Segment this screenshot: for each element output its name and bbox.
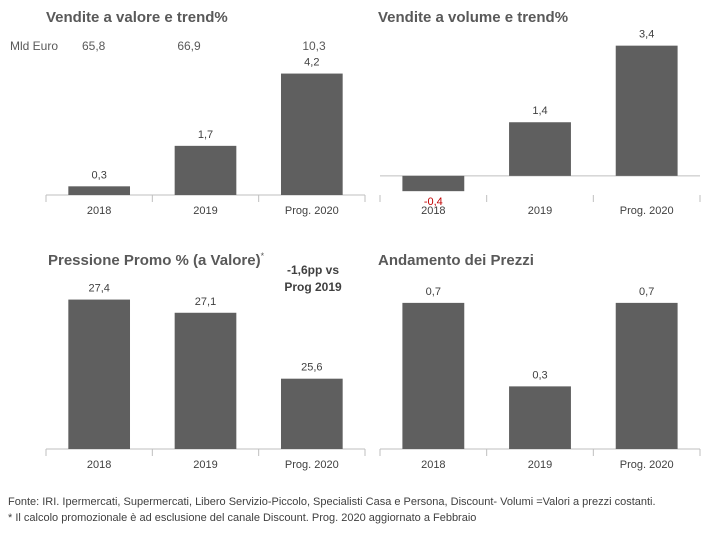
chart-prezzi-bar <box>615 302 678 449</box>
chart-valore-title: Vendite a valore e trend% <box>46 9 228 26</box>
chart-promo-title: Pressione Promo % (a Valore)* <box>48 251 265 269</box>
chart-valore-bar <box>68 186 131 195</box>
footnote-source: Fonte: IRI. Ipermercati, Supermercati, L… <box>8 496 656 508</box>
chart-promo-title-sup: * <box>261 251 265 261</box>
chart-promo-category-label: 2019 <box>193 459 217 471</box>
chart-volume-bar <box>402 175 465 192</box>
chart-valore-unit-label: Mld Euro <box>10 39 58 53</box>
chart-prezzi-plot: 0,7 2018 0,3 2019 0,7 Prog. 2020 <box>379 286 701 471</box>
chart-prezzi-category-label: 2018 <box>421 459 445 471</box>
chart-volume-title: Vendite a volume e trend% <box>378 9 568 26</box>
chart-prezzi-title: Andamento dei Prezzi <box>378 252 534 269</box>
chart-promo-title-text: Pressione Promo % (a Valore) <box>48 252 261 269</box>
footnote-promo: * Il calcolo promozionale è ad esclusion… <box>8 512 477 524</box>
chart-valore-bar <box>174 145 237 195</box>
chart-volume-category-label: 2019 <box>528 205 552 217</box>
chart-valore-category-label: 2019 <box>193 205 217 217</box>
chart-promo: Pressione Promo % (a Valore)* -1,6pp vs … <box>45 251 366 471</box>
chart-promo-bar <box>68 299 131 449</box>
chart-prezzi: Andamento dei Prezzi 0,7 2018 0,3 2019 0,7 Pr… <box>378 252 701 471</box>
chart-volume-category-label: Prog. 2020 <box>620 205 674 217</box>
chart-valore-annotation-2018: 65,8 <box>82 39 106 53</box>
chart-valore-category-label: 2018 <box>87 205 111 217</box>
chart-promo-value-label: 27,1 <box>195 296 216 308</box>
chart-promo-bar <box>174 312 237 449</box>
chart-promo-note-line-1: -1,6pp vs <box>287 263 339 277</box>
chart-valore-annotation-2020: 10,3 <box>302 39 326 53</box>
chart-valore: Vendite a valore e trend% Mld Euro 65,8 … <box>10 9 366 217</box>
chart-promo-note-line-2: Prog 2019 <box>284 280 342 294</box>
chart-prezzi-value-label: 0,3 <box>532 369 547 381</box>
chart-volume-category-label: 2018 <box>421 205 445 217</box>
chart-prezzi-value-label: 0,7 <box>639 286 654 298</box>
chart-prezzi-bar <box>402 302 465 449</box>
chart-prezzi-category-label: 2019 <box>528 459 552 471</box>
chart-promo-value-label: 25,6 <box>301 362 322 374</box>
chart-valore-bar <box>280 73 343 195</box>
chart-valore-value-label: 4,2 <box>304 57 319 69</box>
chart-volume-value-label: 1,4 <box>532 105 547 117</box>
chart-volume-value-label: 3,4 <box>639 29 654 41</box>
chart-valore-annotation-2019: 66,9 <box>177 39 201 53</box>
chart-volume-bar <box>615 45 678 176</box>
chart-prezzi-bar <box>509 386 571 449</box>
chart-promo-category-label: Prog. 2020 <box>285 459 339 471</box>
chart-valore-value-label: 0,3 <box>92 169 107 181</box>
chart-valore-value-label: 1,7 <box>198 129 213 141</box>
chart-valore-category-label: Prog. 2020 <box>285 205 339 217</box>
chart-promo-value-label: 27,4 <box>88 283 109 295</box>
chart-prezzi-category-label: Prog. 2020 <box>620 459 674 471</box>
chart-promo-plot: 27,4 2018 27,1 2019 25,6 Prog. 2020 <box>45 283 366 471</box>
chart-promo-category-label: 2018 <box>87 459 111 471</box>
chart-promo-bar <box>280 378 343 449</box>
chart-prezzi-value-label: 0,7 <box>426 286 441 298</box>
chart-volume-value-label: -0,4 <box>424 196 443 208</box>
chart-volume-bar <box>509 122 571 176</box>
chart-valore-plot: 0,3 2018 1,7 2019 4,2 Prog. 2020 <box>45 57 366 217</box>
